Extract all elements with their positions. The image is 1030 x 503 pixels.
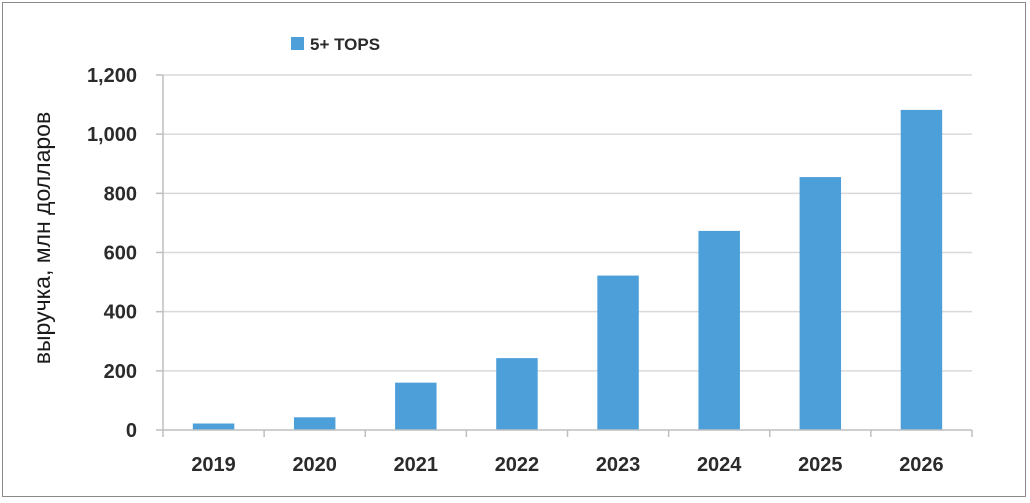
bars bbox=[192, 109, 943, 431]
y-tick-labels: 0 200 400 600 800 1,000 1,200 bbox=[87, 65, 137, 442]
bar-2020 bbox=[293, 417, 336, 430]
y-tick-label: 200 bbox=[104, 361, 137, 383]
y-axis-label: выручка, млн долларов bbox=[29, 112, 55, 364]
y-tick-label: 600 bbox=[104, 243, 137, 265]
y-tick-label: 0 bbox=[126, 420, 137, 442]
bar-2024 bbox=[698, 230, 740, 430]
bar-2019 bbox=[192, 423, 235, 430]
bar-2025 bbox=[799, 177, 842, 430]
x-tick-label: 2020 bbox=[292, 454, 337, 476]
x-tick-label: 2023 bbox=[596, 454, 641, 476]
x-tick-label: 2025 bbox=[798, 454, 843, 476]
x-tick-label: 2026 bbox=[899, 454, 944, 476]
gridlines bbox=[163, 74, 972, 372]
x-tick-labels: 2019 2020 2021 2022 2023 2024 2025 2026 bbox=[191, 454, 943, 476]
bar-2023 bbox=[597, 275, 639, 430]
x-tick-label: 2019 bbox=[191, 454, 236, 476]
x-tick-label: 2021 bbox=[394, 454, 439, 476]
x-tick-label: 2022 bbox=[495, 454, 540, 476]
bar-2026 bbox=[900, 109, 943, 431]
bar-2021 bbox=[395, 382, 437, 430]
y-tick-label: 1,000 bbox=[87, 124, 137, 146]
legend-label-5-tops: 5+ TOPS bbox=[310, 35, 380, 54]
bar-2022 bbox=[496, 358, 538, 430]
legend-swatch bbox=[291, 37, 304, 50]
legend: 5+ TOPS bbox=[291, 35, 380, 54]
y-tick-label: 800 bbox=[104, 183, 137, 205]
y-tick-label: 1,200 bbox=[87, 65, 137, 87]
y-tick-label: 400 bbox=[104, 302, 137, 324]
axes bbox=[156, 74, 973, 437]
x-tick-label: 2024 bbox=[697, 454, 742, 476]
